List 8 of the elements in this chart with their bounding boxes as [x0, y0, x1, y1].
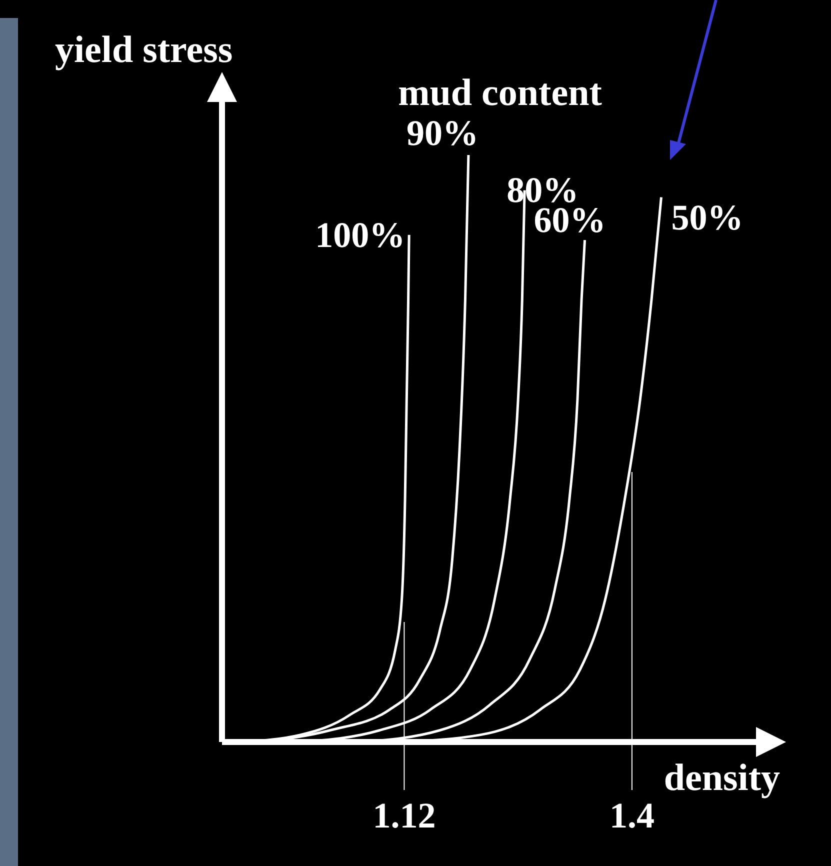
series-label: 50% — [671, 197, 744, 238]
series-label: 90% — [406, 113, 478, 153]
x-axis-title: density — [664, 757, 780, 799]
series-label: 100% — [315, 214, 406, 255]
legend-title: mud content — [398, 72, 602, 114]
y-axis-title: yield stress — [55, 29, 233, 71]
x-tick-label: 1.12 — [372, 796, 436, 836]
x-tick-label: 1.4 — [609, 796, 654, 836]
